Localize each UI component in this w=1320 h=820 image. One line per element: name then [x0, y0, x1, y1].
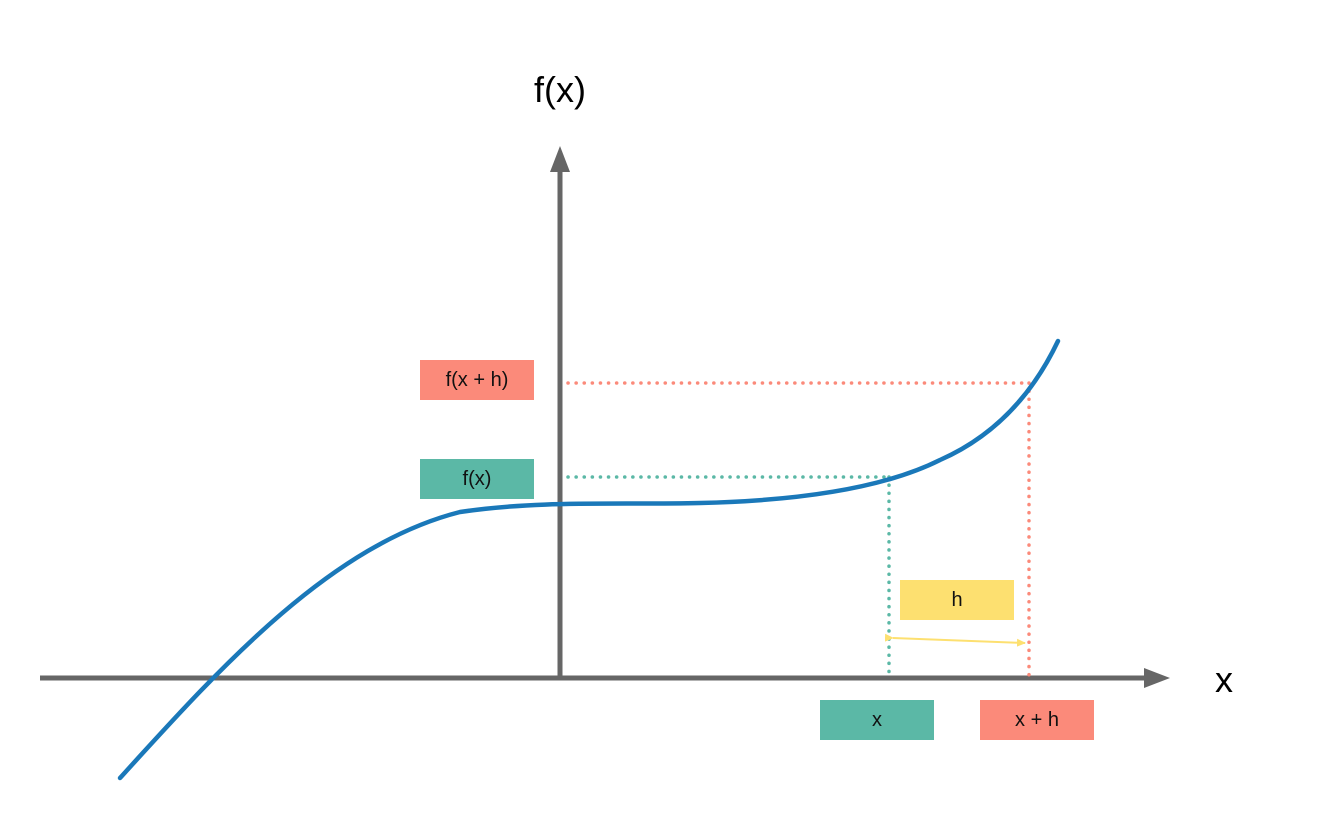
x-label: x	[820, 700, 934, 740]
function-curve	[117, 338, 1061, 781]
f-x-label: f(x)	[420, 459, 534, 499]
f-x-plus-h-label: f(x + h)	[420, 360, 534, 400]
x-axis-title: x	[1215, 659, 1233, 700]
y-axis-arrowhead	[550, 146, 570, 172]
x-axis-arrowhead	[1144, 668, 1170, 688]
y-axis-title: f(x)	[534, 69, 586, 110]
h-interval-arrow	[884, 633, 1026, 647]
h-label: h	[900, 580, 1014, 620]
x-plus-h-label: x + h	[980, 700, 1094, 740]
